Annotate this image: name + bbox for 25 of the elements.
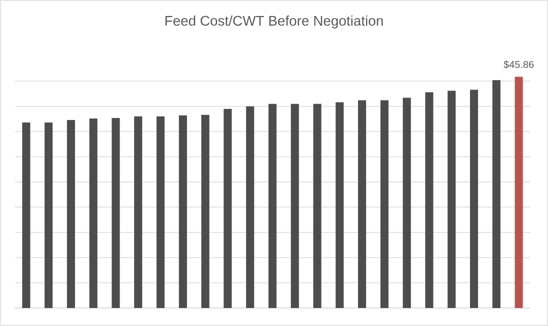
bar (224, 108, 232, 308)
bar (336, 102, 344, 308)
bar (178, 115, 187, 308)
bar (89, 118, 98, 308)
bar (358, 100, 366, 308)
bar (246, 106, 254, 308)
bar (402, 98, 411, 308)
bar (425, 92, 434, 308)
bar (492, 80, 500, 308)
bar (470, 90, 478, 308)
bar (66, 120, 76, 308)
bar (22, 122, 30, 308)
bar (44, 122, 53, 308)
bar (201, 114, 210, 308)
chart-title: Feed Cost/CWT Before Negotiation (165, 15, 383, 28)
bar (112, 118, 120, 308)
bar (514, 76, 523, 308)
bar (268, 104, 277, 308)
bar (380, 100, 388, 308)
bar (290, 104, 299, 308)
bar (448, 90, 456, 308)
bar (313, 104, 322, 308)
bar (156, 116, 165, 308)
bar (134, 116, 142, 308)
data-label: $45.86 (504, 60, 534, 69)
